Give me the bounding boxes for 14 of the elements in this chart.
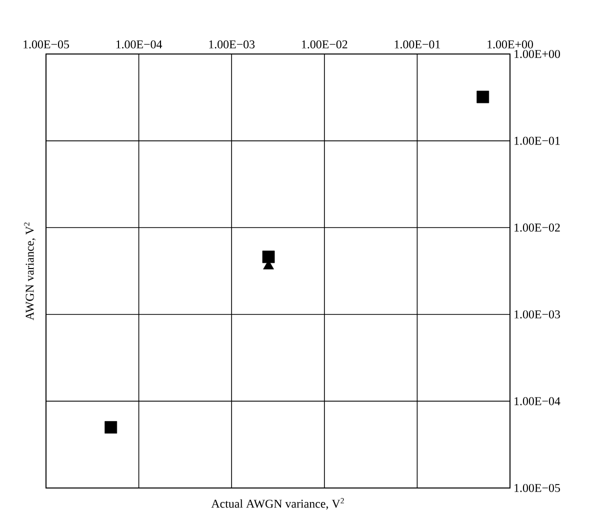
- x-tick-label: 1.00E−05: [24, 40, 69, 48]
- x-tick-label: 1.00E−01: [394, 40, 440, 48]
- y-tick-label: 1.00E+00: [514, 50, 560, 58]
- y-tick-label: 1.00E−05: [514, 484, 560, 492]
- y-axis-title: AWGN variance, V$^{2}$: [24, 222, 36, 320]
- x-axis-title: Actual AWGN variance, V$^{2}$: [211, 498, 344, 510]
- y-tick-label: 1.00E−03: [514, 310, 560, 318]
- x-tick-label: 1.00E−02: [302, 40, 348, 48]
- y-tick-label: 1.00E−01: [514, 136, 560, 145]
- x-tick-label: 1.00E−03: [209, 40, 255, 48]
- x-tick-label: 1.00E+00: [488, 40, 533, 48]
- x-tick-label: 1.00E−04: [116, 40, 162, 48]
- y-tick-label: 1.00E−04: [514, 397, 560, 406]
- y-tick-label: 1.00E−02: [514, 224, 560, 232]
